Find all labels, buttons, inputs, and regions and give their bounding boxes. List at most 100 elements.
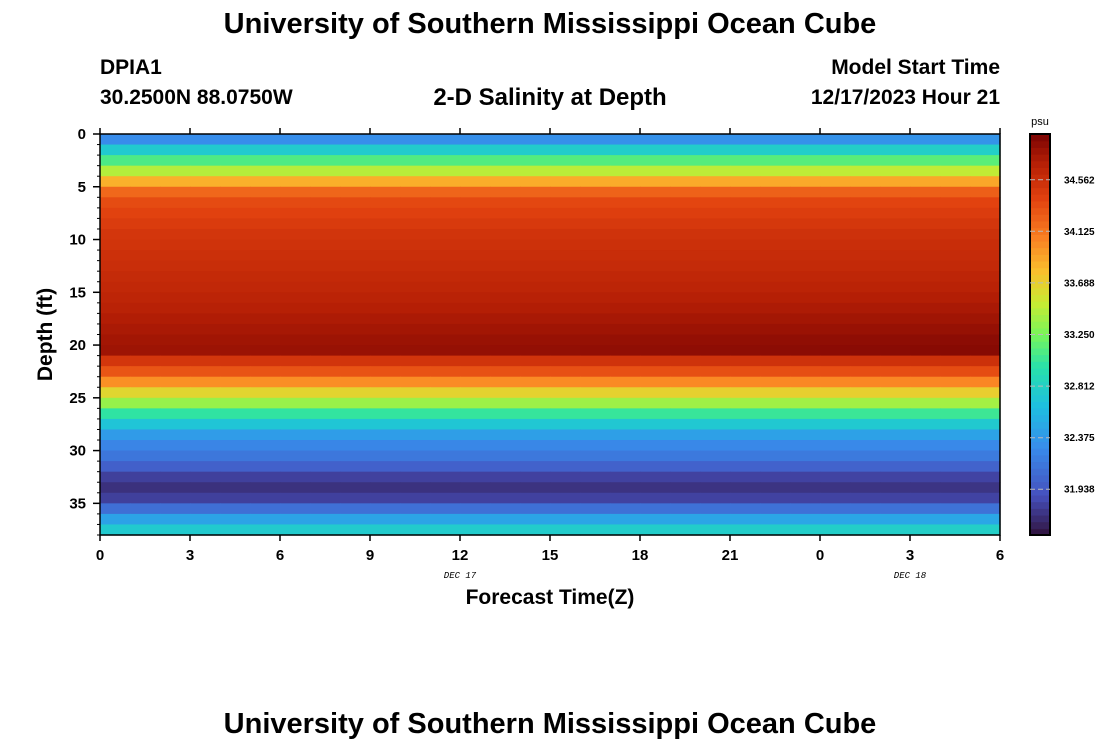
heatmap-cell (340, 492, 371, 504)
heatmap-cell (940, 313, 971, 325)
heatmap-cell (190, 355, 221, 367)
heatmap-cell (370, 292, 401, 304)
heatmap-cell (220, 524, 251, 536)
heatmap-cell (160, 450, 191, 462)
heatmap-cell (130, 482, 161, 494)
heatmap-cell (130, 207, 161, 220)
heatmap-cell (640, 165, 671, 177)
heatmap-cell (250, 313, 281, 325)
heatmap-cell (790, 260, 821, 272)
heatmap-cell (820, 165, 851, 177)
heatmap-cell (400, 197, 431, 209)
heatmap-cell (340, 450, 371, 462)
heatmap-cell (760, 271, 791, 283)
heatmap-cell (370, 366, 401, 378)
colorbar-segment (1030, 494, 1050, 503)
heatmap-cell (580, 387, 611, 399)
heatmap-cell (610, 429, 641, 441)
heatmap-cell (940, 218, 971, 230)
heatmap-cell (880, 450, 911, 462)
heatmap-cell (130, 260, 161, 272)
heatmap-cell (220, 228, 251, 241)
heatmap-cell (850, 355, 881, 367)
heatmap-cell (550, 144, 581, 156)
heatmap-cell (400, 503, 431, 515)
heatmap-cell (670, 186, 701, 198)
heatmap-cell (850, 165, 881, 177)
heatmap-cell (370, 134, 401, 146)
heatmap-cell (370, 345, 401, 357)
heatmap-cell (400, 334, 431, 346)
heatmap-cell (580, 450, 611, 462)
colorbar-segment (1030, 260, 1050, 269)
heatmap-cell (400, 228, 431, 241)
heatmap-cell (940, 323, 971, 336)
heatmap-cell (910, 376, 941, 388)
heatmap-cell (250, 155, 281, 167)
heatmap-cell (820, 345, 851, 357)
heatmap-cell (220, 218, 251, 230)
heatmap-cell (790, 376, 821, 388)
heatmap-cell (160, 355, 191, 367)
heatmap-cell (820, 408, 851, 420)
heatmap-cell (850, 134, 881, 146)
colorbar-segment (1030, 321, 1050, 329)
x-tick-label: 6 (276, 547, 284, 564)
heatmap-cell (850, 366, 881, 378)
heatmap-cell (130, 323, 161, 336)
heatmap-cell (400, 418, 431, 431)
heatmap-cell (880, 345, 911, 357)
heatmap-cell (190, 239, 221, 251)
heatmap-cell (520, 165, 551, 177)
heatmap-cell (100, 144, 131, 156)
colorbar-segment (1030, 514, 1050, 523)
heatmap-cell (580, 376, 611, 388)
heatmap-cell (670, 461, 701, 473)
heatmap-cell (910, 492, 941, 504)
heatmap-cell (100, 186, 131, 198)
heatmap-cell (910, 387, 941, 399)
heatmap-cell (700, 355, 731, 367)
heatmap-cell (490, 313, 521, 325)
heatmap-cell (640, 408, 671, 420)
heatmap-cell (940, 260, 971, 272)
heatmap-cell (250, 239, 281, 251)
heatmap-cell (970, 524, 1001, 536)
heatmap-cell (130, 408, 161, 420)
heatmap-cell (490, 376, 521, 388)
heatmap-cell (640, 207, 671, 220)
heatmap-cell (850, 207, 881, 220)
heatmap-cell (100, 165, 131, 177)
heatmap-cell (730, 376, 761, 388)
heatmap-cell (160, 313, 191, 325)
heatmap-cell (820, 176, 851, 188)
heatmap-cell (430, 418, 461, 431)
heatmap-cell (370, 397, 401, 409)
heatmap-cell (910, 165, 941, 177)
heatmap-cell (880, 134, 911, 146)
heatmap-cell (580, 323, 611, 336)
heatmap-cell (700, 429, 731, 441)
heatmap-cell (520, 134, 551, 146)
heatmap-cell (400, 524, 431, 536)
heatmap-cell (220, 260, 251, 272)
heatmap-cell (970, 397, 1001, 409)
heatmap-cell (280, 165, 311, 177)
colorbar-tick-label: 32.812 (1064, 382, 1095, 393)
heatmap-cell (970, 461, 1001, 473)
heatmap-cell (760, 239, 791, 251)
heatmap-cell (490, 471, 521, 483)
heatmap-cell (430, 461, 461, 473)
heatmap-cell (790, 513, 821, 526)
heatmap-cell (160, 250, 191, 262)
heatmap-cell (430, 302, 461, 314)
heatmap-cell (490, 366, 521, 378)
heatmap-cell (340, 250, 371, 262)
heatmap-cell (100, 228, 131, 241)
heatmap-cell (400, 155, 431, 167)
heatmap-cell (490, 334, 521, 346)
heatmap-cell (190, 281, 221, 293)
heatmap-cell (280, 292, 311, 304)
heatmap-cell (730, 323, 761, 336)
heatmap-cell (310, 134, 341, 146)
